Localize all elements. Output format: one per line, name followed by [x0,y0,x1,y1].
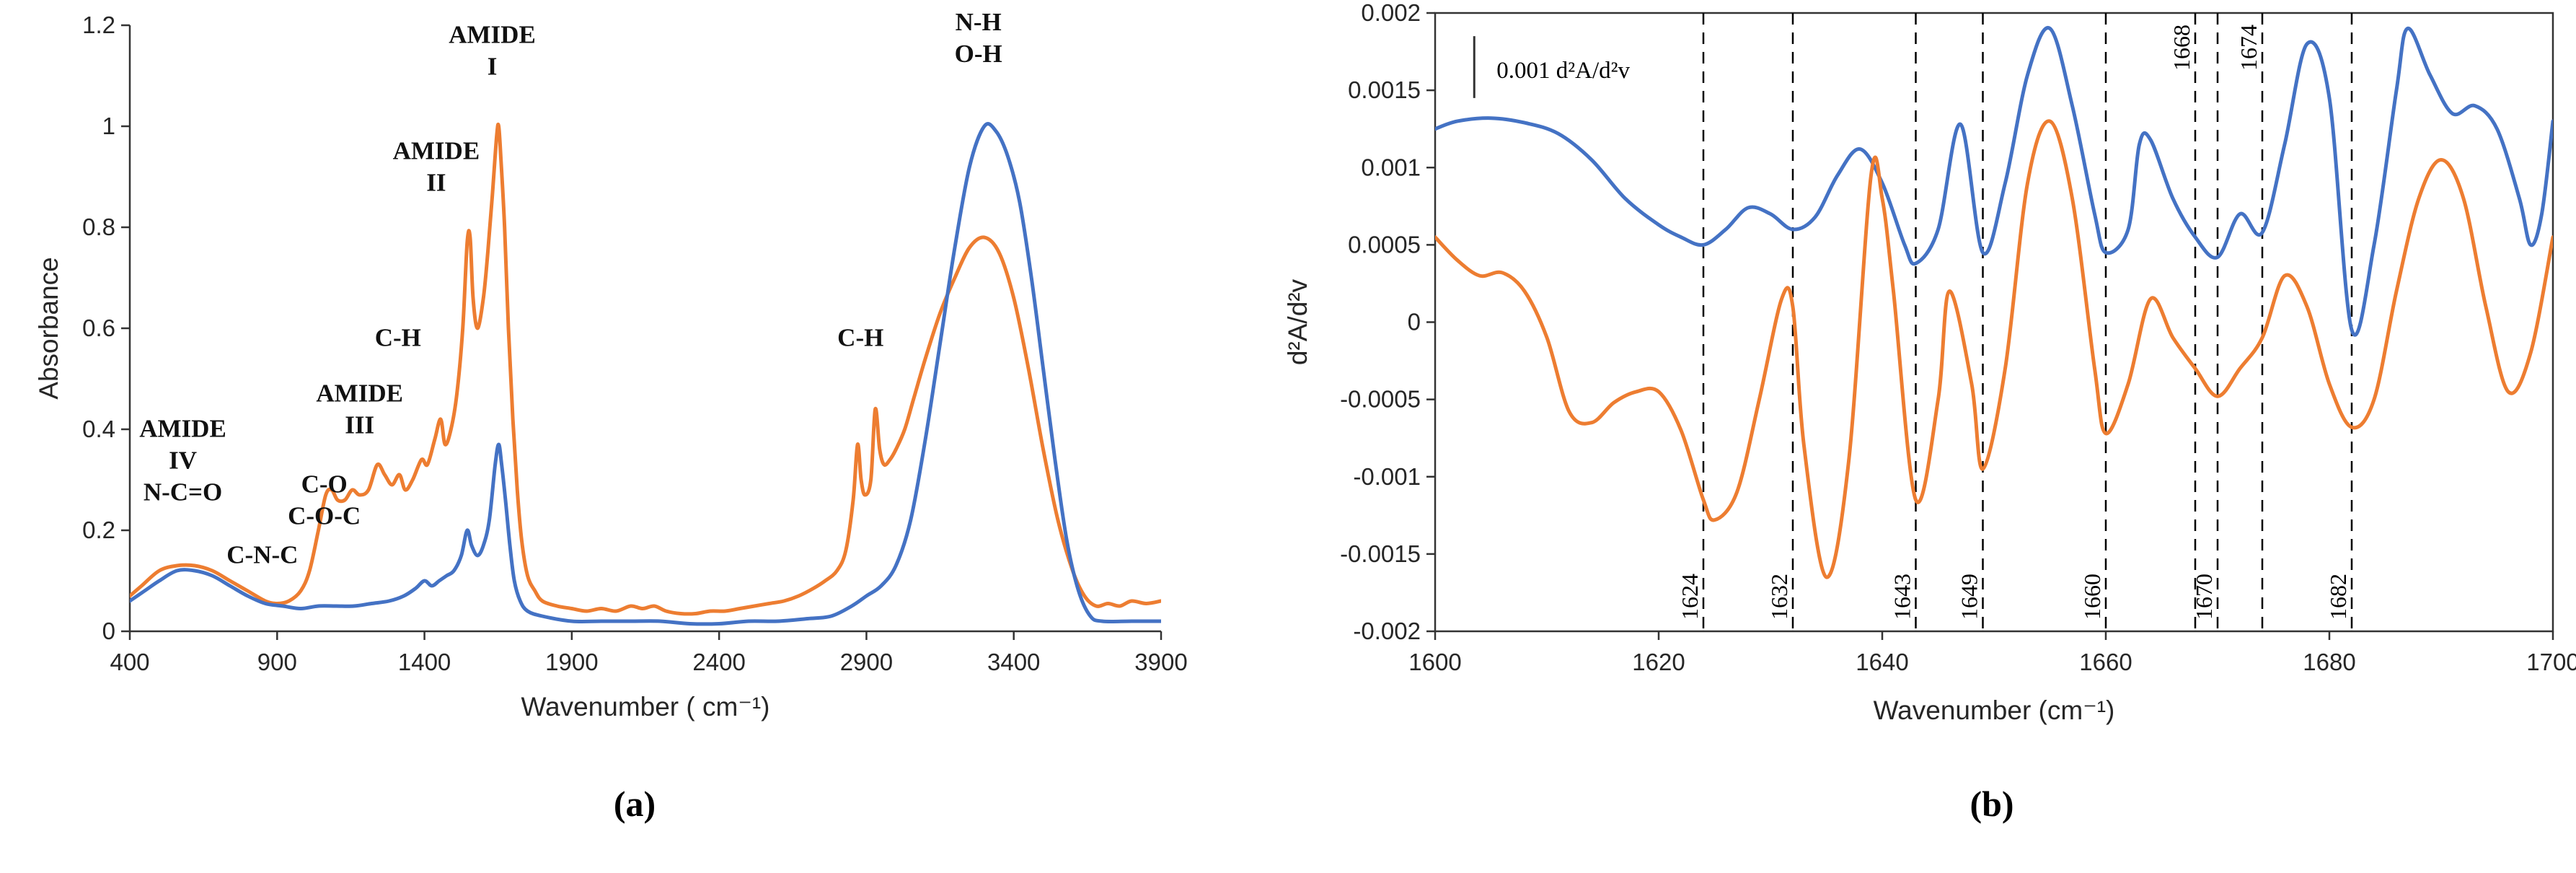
band-label-1670: 1670 [2191,574,2217,620]
band-label-1643: 1643 [1889,574,1915,620]
x-axis-title: Wavenumber ( cm⁻¹) [521,692,769,721]
y-tick-label: -0.002 [1353,618,1421,644]
band-label-1668: 1668 [2169,25,2195,71]
y-tick-label: 0.002 [1361,0,1421,26]
x-axis-title: Wavenumber (cm⁻¹) [1874,696,2115,725]
y-axis-title: d²A/d²v [1283,278,1313,365]
chart-b-svg: 1600 1620 1640 1660 1680 1700 0.002 0.0015 0.001… [1283,0,2576,725]
x-tick-label: 1400 [398,649,451,675]
x-tick-label: 1660 [2079,649,2132,675]
x-tick-label: 3400 [987,649,1040,675]
y-tick-label: -0.0005 [1340,386,1421,413]
chart-a-svg: 400 900 1400 1900 2400 2900 3400 3900 0 0.2 0.4 0.6… [34,8,1188,721]
annotation-amide-iv-n-c=o: AMIDE IV N-C=O [139,415,226,506]
y-tick-label: 1 [102,113,115,139]
y-tick-label: 0.001 [1361,154,1421,180]
y-tick-label: -0.001 [1353,463,1421,490]
x-tick-label: 1600 [1408,649,1461,675]
y-tick-label: 0.0015 [1348,76,1421,103]
y-tick-label: 0.4 [82,416,115,442]
band-label-1624: 1624 [1677,574,1703,620]
y-tick-label: 0 [1408,309,1421,335]
y-tick-label: 0.0005 [1348,231,1421,258]
panel-b-caption: (b) [1970,784,2014,824]
band-label-1682: 1682 [2325,574,2351,620]
band-label-1632: 1632 [1766,574,1792,620]
annotation-amide-ii: AMIDE II [393,137,480,197]
annotation-amide-iii: AMIDE III [316,380,403,439]
y-axis-title: Absorbance [34,257,63,399]
band-label-1674: 1674 [2236,25,2262,71]
y-tick-label: 0.8 [82,214,115,240]
y-tick-label: 0 [102,618,115,644]
x-tick-label: 1700 [2526,649,2576,675]
second-derivative-blue [1435,26,2553,337]
band-label-1660: 1660 [2079,574,2105,620]
spectrum-orange [130,122,1161,616]
x-tick-label: 1640 [1856,649,1908,675]
x-tick-label: 1620 [1632,649,1685,675]
x-tick-label: 2900 [840,649,893,675]
annotation-c-h: C-H [375,324,421,352]
y-tick-label: 0.2 [82,517,115,543]
scale-bar-label: 0.001 d²A/d²v [1496,58,1630,84]
annotation-n-h-o-h: N-H O-H [955,8,1002,68]
x-tick-label: 1680 [2303,649,2355,675]
x-tick-label: 2400 [692,649,745,675]
y-tick-label: -0.0015 [1340,540,1421,567]
y-tick-label: 1.2 [82,12,115,38]
second-derivative-chart: 1600 1620 1640 1660 1680 1700 0.002 0.0015 0.001… [1262,0,2576,772]
second-derivative-orange [1435,119,2553,579]
x-tick-label: 1900 [545,649,598,675]
plot-frame [1434,12,2554,633]
spectrum-blue [130,122,1161,626]
ftir-absorbance-chart: 400 900 1400 1900 2400 2900 3400 3900 0 0.2 0.4 0.6… [22,0,1204,772]
annotation-c-h: C-H [837,324,883,352]
annotation-c-o-c-o-c: C-O C-O-C [288,470,361,530]
axes: 400 900 1400 1900 2400 2900 3400 3900 0 0.2 0.4 0.6… [34,12,1188,721]
axes: 1600 1620 1640 1660 1680 1700 0.002 0.0015 0.001… [1283,0,2576,725]
y-tick-label: 0.6 [82,315,115,341]
x-tick-label: 400 [110,649,149,675]
x-tick-label: 3900 [1134,649,1187,675]
band-label-1649: 1649 [1957,574,1982,620]
annotation-amide-i: AMIDE I [449,21,536,81]
panel-a-caption: (a) [613,784,656,824]
x-tick-label: 900 [257,649,297,675]
annotation-c-n-c: C-N-C [226,541,298,569]
